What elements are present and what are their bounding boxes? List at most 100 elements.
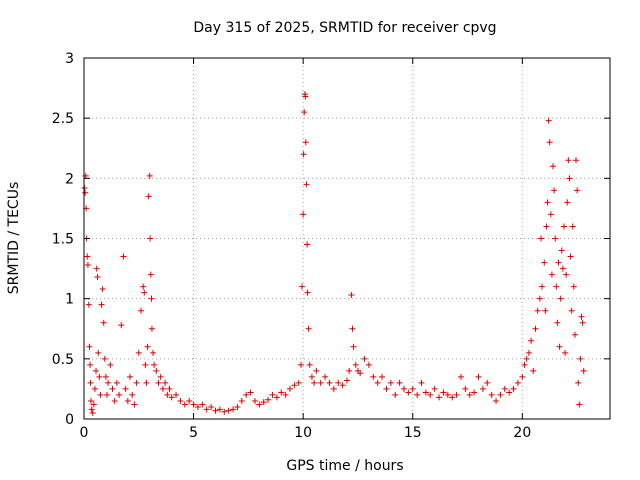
data-point (141, 289, 148, 296)
data-point (564, 199, 571, 206)
data-point (414, 391, 421, 398)
data-point (453, 391, 460, 398)
data-point (339, 382, 346, 389)
data-point (462, 385, 469, 392)
data-point (578, 313, 585, 320)
data-point (348, 292, 355, 299)
data-point (396, 379, 403, 386)
data-point (501, 385, 508, 392)
data-point (553, 283, 560, 290)
x-tick-label: 15 (404, 425, 422, 441)
data-point (532, 325, 539, 332)
data-point (85, 301, 92, 308)
data-point (122, 385, 129, 392)
data-point (374, 379, 381, 386)
data-point (164, 391, 171, 398)
data-point (349, 325, 356, 332)
data-point (105, 379, 112, 386)
data-point (552, 235, 559, 242)
data-point (418, 379, 425, 386)
data-point (479, 385, 486, 392)
data-point (89, 409, 96, 416)
data-point (350, 343, 357, 350)
data-point (111, 397, 118, 404)
data-point (523, 355, 530, 362)
data-point (565, 157, 572, 164)
data-point (107, 361, 114, 368)
data-point (304, 241, 311, 248)
y-tick-label: 0.5 (52, 352, 74, 368)
data-point (113, 379, 120, 386)
data-point (243, 391, 250, 398)
data-point (301, 109, 308, 116)
data-point (94, 274, 101, 281)
data-point (87, 379, 94, 386)
data-point (221, 408, 228, 415)
data-point (100, 319, 107, 326)
y-tick-label: 2.5 (52, 111, 74, 127)
data-point (544, 199, 551, 206)
data-point (567, 253, 574, 260)
data-point (352, 361, 359, 368)
data-point (579, 319, 586, 326)
data-point (93, 265, 100, 272)
data-point (335, 379, 342, 386)
data-point (199, 401, 206, 408)
data-point (528, 337, 535, 344)
data-point (427, 391, 434, 398)
data-point (131, 401, 138, 408)
data-point (102, 373, 109, 380)
data-point (475, 373, 482, 380)
y-tick-label: 1.5 (52, 232, 74, 248)
data-point (440, 389, 447, 396)
data-point (291, 382, 298, 389)
data-point (157, 373, 164, 380)
x-tick-labels: 0 5 10 15 20 (80, 425, 532, 441)
data-point (311, 379, 318, 386)
data-point (90, 401, 97, 408)
data-point (247, 389, 254, 396)
x-axis-title: GPS time / hours (286, 458, 403, 474)
data-point (99, 286, 106, 293)
data-point (190, 401, 197, 408)
y-tick-label: 2 (65, 171, 74, 187)
data-point (547, 211, 554, 218)
data-point (297, 361, 304, 368)
data-point (208, 403, 215, 410)
y-axis-title: SRMTID / TECUs (6, 182, 22, 295)
data-point (129, 391, 136, 398)
data-point (96, 373, 103, 380)
x-tick-label: 20 (513, 425, 531, 441)
data-point (144, 343, 151, 350)
data-point (282, 391, 289, 398)
y-tick-label: 0 (65, 412, 74, 428)
data-point (558, 247, 565, 254)
data-point (140, 283, 147, 290)
data-point (493, 397, 500, 404)
data-point (484, 379, 491, 386)
data-point (563, 271, 570, 278)
data-point (84, 261, 91, 268)
data-point (137, 307, 144, 314)
data-point (392, 391, 399, 398)
data-point (330, 385, 337, 392)
data-point (265, 396, 272, 403)
data-point (88, 406, 95, 413)
data-point (84, 253, 91, 260)
data-point (317, 379, 324, 386)
data-point (514, 379, 521, 386)
data-point (278, 389, 285, 396)
data-point (143, 379, 150, 386)
data-point (530, 367, 537, 374)
data-point (548, 271, 555, 278)
data-point (577, 355, 584, 362)
data-point (431, 385, 438, 392)
data-point (568, 307, 575, 314)
data-point (82, 189, 89, 196)
data-point (554, 319, 561, 326)
data-point (212, 407, 219, 414)
data-point (322, 373, 329, 380)
y-tick-labels: 0 0.5 1 1.5 2 2.5 3 (52, 51, 74, 428)
data-point (551, 187, 558, 194)
